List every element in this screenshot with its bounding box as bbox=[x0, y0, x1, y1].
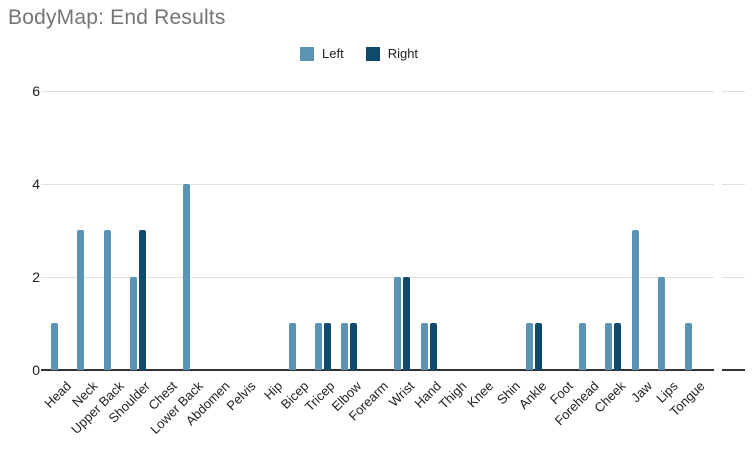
bar-left-tongue bbox=[684, 323, 692, 370]
gridline-stub-6 bbox=[722, 91, 745, 92]
legend-swatch-right-icon bbox=[365, 46, 380, 61]
gridline-stub-2 bbox=[722, 277, 745, 278]
y-axis-label-6: 6 bbox=[32, 83, 40, 99]
bar-left-jaw bbox=[631, 230, 639, 370]
bar-right-shoulder bbox=[139, 230, 147, 370]
gridline-2 bbox=[41, 277, 714, 278]
chart-legend: Left Right bbox=[300, 46, 418, 61]
bar-right-tricep bbox=[324, 323, 331, 370]
x-label-tricep: Tricep bbox=[302, 378, 338, 415]
bar-left-wrist bbox=[394, 277, 402, 370]
bar-right-hand bbox=[429, 323, 437, 370]
bar-right-wrist bbox=[403, 277, 411, 370]
y-axis-label-2: 2 bbox=[32, 269, 40, 285]
bar-left-elbow bbox=[341, 323, 349, 370]
bar-left-upper-back bbox=[103, 230, 111, 370]
x-label-hand: Hand bbox=[410, 378, 444, 411]
bar-left-head bbox=[51, 323, 58, 370]
bar-right-elbow bbox=[350, 323, 358, 370]
y-axis-label-4: 4 bbox=[32, 176, 40, 192]
chart-title: BodyMap: End Results bbox=[8, 6, 226, 29]
x-label-head: Head bbox=[41, 378, 74, 411]
x-axis-line-stub bbox=[722, 369, 745, 371]
legend-label-left: Left bbox=[322, 46, 344, 61]
bar-left-neck bbox=[77, 230, 85, 370]
x-label-knee: Knee bbox=[464, 378, 497, 411]
bar-left-shoulder bbox=[130, 277, 138, 370]
legend-item-left: Left bbox=[300, 46, 344, 61]
gridline-stub-4 bbox=[722, 184, 745, 185]
bar-left-lips bbox=[658, 277, 666, 370]
x-label-ankle: Ankle bbox=[515, 378, 550, 412]
bar-left-cheek bbox=[605, 323, 613, 370]
y-axis-label-0: 0 bbox=[32, 362, 40, 378]
bar-left-ankle bbox=[526, 323, 534, 370]
legend-label-right: Right bbox=[387, 46, 419, 61]
bar-left-bicep bbox=[288, 323, 296, 370]
x-label-wrist: Wrist bbox=[385, 378, 418, 410]
x-axis-line bbox=[41, 369, 714, 371]
gridline-6 bbox=[41, 91, 714, 92]
bar-left-forehead bbox=[579, 323, 586, 370]
bar-right-cheek bbox=[614, 323, 622, 370]
x-label-thigh: Thigh bbox=[436, 378, 470, 412]
x-label-jaw: Jaw bbox=[627, 378, 655, 406]
gridline-4 bbox=[41, 184, 714, 185]
bar-right-ankle bbox=[535, 323, 543, 370]
bar-left-lower-back bbox=[183, 184, 190, 370]
legend-item-right: Right bbox=[365, 46, 419, 61]
bar-left-tricep bbox=[315, 323, 322, 370]
x-label-pelvis: Pelvis bbox=[223, 378, 259, 414]
legend-swatch-left-icon bbox=[300, 46, 314, 61]
bar-left-hand bbox=[420, 323, 428, 370]
